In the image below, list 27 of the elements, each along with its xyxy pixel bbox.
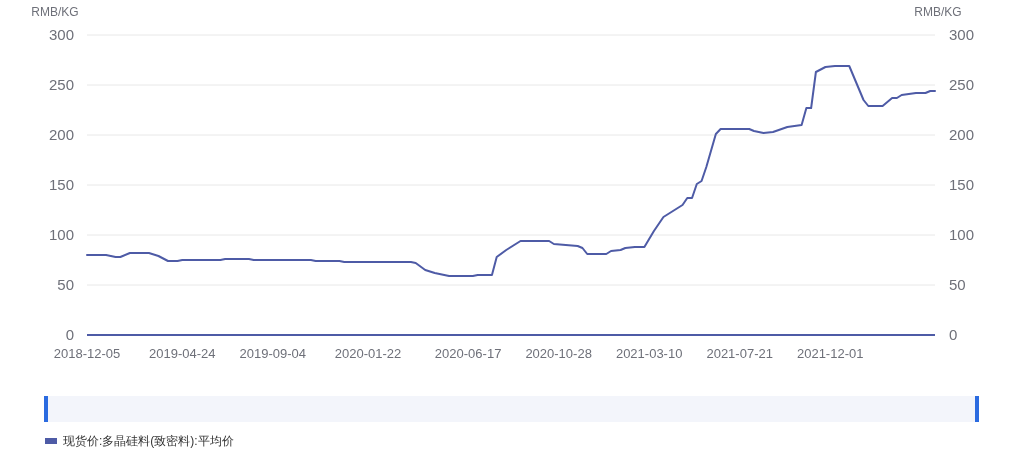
x-tick-label: 2020-06-17 xyxy=(434,345,502,361)
x-tick-label: 2021-12-01 xyxy=(796,345,864,361)
y2-axis-title: RMB/KG xyxy=(914,5,962,19)
y2-tick-label: 200 xyxy=(949,126,975,144)
x-tick-label: 2020-01-22 xyxy=(334,345,402,361)
x-tick-label: 2019-04-24 xyxy=(149,345,216,361)
y-tick-label: 250 xyxy=(48,76,74,94)
y-tick-label: 100 xyxy=(48,226,74,244)
line-series xyxy=(86,65,936,277)
x-tick-label: 2021-03-10 xyxy=(615,345,683,361)
y-tick-label: 150 xyxy=(48,176,74,194)
y2-tick-label: 50 xyxy=(949,276,966,294)
x-tick-label: 2020-10-28 xyxy=(525,345,592,361)
y2-tick-label: 250 xyxy=(949,76,975,94)
x-tick-label: 2018-12-05 xyxy=(53,345,121,361)
y2-tick-label: 0 xyxy=(949,326,958,344)
y-tick-label: 200 xyxy=(48,126,74,144)
x-tick-label: 2021-07-21 xyxy=(706,345,773,361)
x-tick-label: 2019-09-04 xyxy=(239,345,307,361)
y-tick-label: 0 xyxy=(65,326,74,344)
legend-label: 现货价:多晶硅料(致密料):平均价 xyxy=(63,434,234,449)
y2-tick-label: 300 xyxy=(949,26,975,44)
y2-tick-label: 100 xyxy=(949,226,975,244)
y-tick-label: 50 xyxy=(57,276,74,294)
y2-tick-label: 150 xyxy=(949,176,975,194)
y-axis-title: RMB/KG xyxy=(31,5,79,19)
y-tick-label: 300 xyxy=(48,26,74,44)
